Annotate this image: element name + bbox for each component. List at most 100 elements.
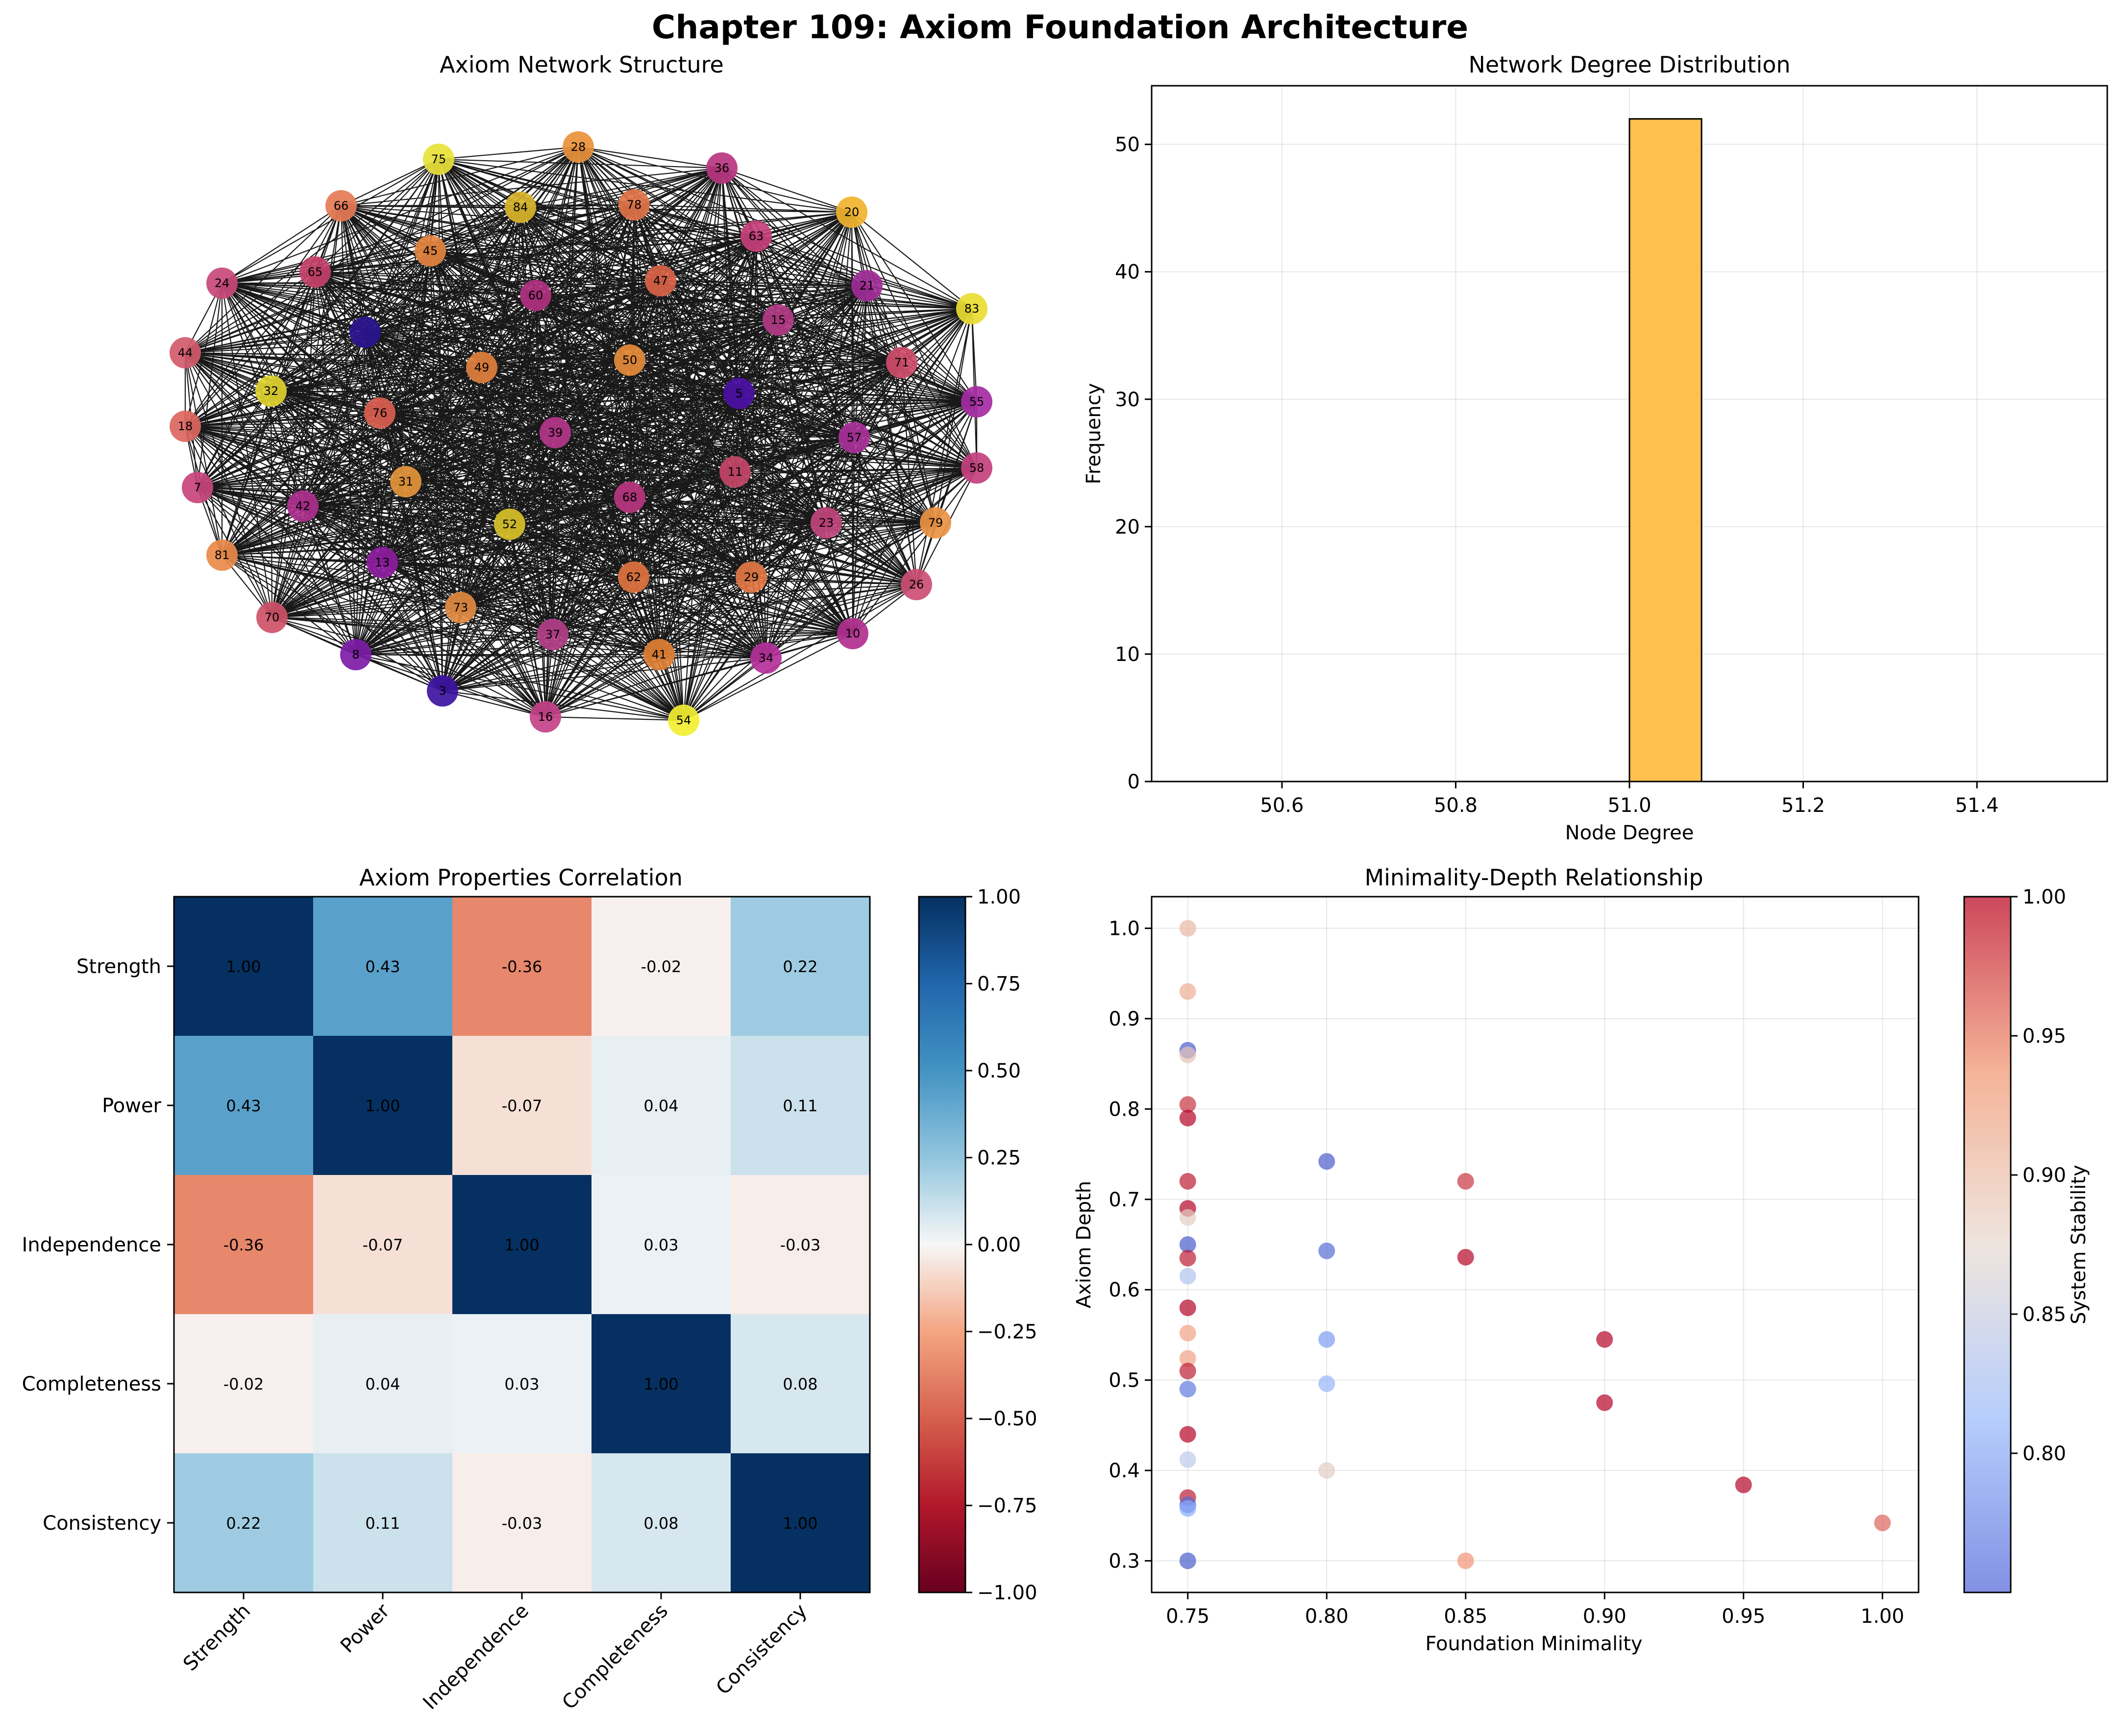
heatmap-cell-value: 1.00 [226,957,261,976]
scatter-colorbar-ticks: 1.00 0.95 0.90 0.85 0.80 [2011,886,2066,1465]
network-node: 84 [505,192,536,223]
heatmap-cell-value: 0.22 [226,1514,261,1533]
scatter-point [1179,1350,1196,1367]
network-node: 81 [206,539,238,571]
network-node-circle [886,347,917,378]
network-node: 79 [920,507,951,538]
network-node-circle [901,569,932,600]
scatter-point [1179,1236,1196,1253]
network-node-label: 39 [548,426,563,440]
network-node-label: 7 [194,481,201,494]
heatmap-cell [592,1314,731,1453]
heatmap-cell-value: 0.43 [365,957,400,976]
heatmap-colorbar-tick-label: 0.25 [977,1147,1021,1170]
network-node-circle [537,619,568,650]
network-node: 5 [723,378,755,409]
scatter-point [1179,1109,1196,1126]
scatter-point [1318,1153,1335,1170]
heatmap-cell-value: -0.02 [641,957,682,976]
network-node: 60 [520,280,551,311]
network-node: 26 [901,569,932,600]
network-node-label: 45 [423,244,438,258]
network-node-label: 76 [372,406,388,420]
network-node-label: 71 [894,356,910,369]
network-node: 16 [530,701,561,733]
scatter-points [1179,920,1891,1569]
network-node-label: 42 [296,499,311,513]
heatmap-cell [174,1453,313,1592]
scatter-point [1179,1363,1196,1380]
network-node-label: 66 [334,199,349,213]
network-node-label: 78 [627,198,642,212]
scatter-point [1596,1394,1613,1411]
scatter-colorbar-tick-label: 0.85 [2022,1303,2066,1326]
heatmap-cell [731,1036,870,1175]
network-node: 7 [182,472,213,503]
heatmap-panel: Axiom Properties Correlation 1.00 0.43 -0.… [22,864,1037,1714]
network-node-circle [256,602,288,633]
network-node-label: 34 [759,651,774,665]
network-node-circle [836,196,867,228]
network-node-label: 36 [715,161,730,175]
network-node-label: 18 [178,419,193,433]
histogram-xtick-label: 51.0 [1607,794,1651,817]
network-node-label: 49 [474,361,490,374]
scatter-ytick-label: 0.3 [1109,1550,1140,1572]
network-node-circle [736,562,767,593]
network-node: 45 [415,235,446,267]
scatter-point [1179,983,1196,1000]
heatmap-cell [174,1175,313,1314]
network-node: 54 [668,705,699,736]
network-node-circle [349,317,381,348]
network-node-label: 15 [771,313,786,327]
network-node-circle [618,189,650,220]
network-node-circle [837,618,868,649]
network-node-label: 58 [969,461,985,475]
histogram-ytick-label: 30 [1115,389,1140,411]
heatmap-cell [592,1036,731,1175]
heatmap-cell-value: 0.03 [643,1236,678,1254]
figure-title: Chapter 109: Axiom Foundation Architectu… [652,8,1468,46]
network-node: 15 [763,304,794,336]
network-node: 20 [836,196,867,228]
heatmap-cell-value: -0.03 [502,1514,542,1533]
network-node-label: 81 [215,548,230,562]
heatmap-cell [313,1453,452,1592]
heatmap-cell-value: 0.08 [643,1514,678,1533]
network-node-circle [445,592,476,623]
network-node-label: 79 [928,516,943,530]
heatmap-cell-value: -0.07 [363,1236,403,1254]
heatmap-cell-value: -0.07 [502,1097,542,1115]
network-node: 62 [618,562,649,593]
network-node-label: 75 [431,152,446,166]
network-node: 73 [445,592,476,623]
network-node: 55 [961,386,992,417]
heatmap-cell [592,897,731,1036]
network-node-circle [340,639,371,670]
heatmap-colorbar-tick-label: 1.00 [977,886,1021,908]
heatmap-cell-value: 1.00 [783,1514,817,1533]
scatter-xtick-label: 0.85 [1444,1605,1487,1628]
scatter-point [1457,1173,1474,1190]
scatter-point [1318,1462,1335,1479]
heatmap-cell [313,897,452,1036]
heatmap-cell [731,897,870,1036]
scatter-xtick-label: 0.90 [1583,1605,1627,1628]
network-node: 34 [750,642,782,674]
scatter-ytick-label: 0.5 [1109,1369,1140,1392]
network-node-label: 55 [969,395,985,409]
scatter-colorbar [1963,896,2012,1593]
network-node-label: 23 [819,516,834,530]
network-node: 37 [537,619,568,650]
heatmap-cell [731,1175,870,1314]
histogram-ytick-label: 10 [1115,643,1140,666]
network-node-circle [540,417,571,448]
histogram-panel: Network Degree Distribution 50.6 50.8 51.0… [1083,51,2108,844]
network-node-circle [750,642,782,674]
network-node-circle [668,705,699,736]
heatmap-cell-value: -0.36 [223,1236,264,1254]
heatmap-cells: 1.00 0.43 -0.36 -0.02 0.22 0.43 1.00 -0.07 0.04 0… [174,897,870,1592]
scatter-colorbar-tick-label: 0.80 [2022,1443,2066,1465]
scatter-point [1179,1324,1196,1342]
